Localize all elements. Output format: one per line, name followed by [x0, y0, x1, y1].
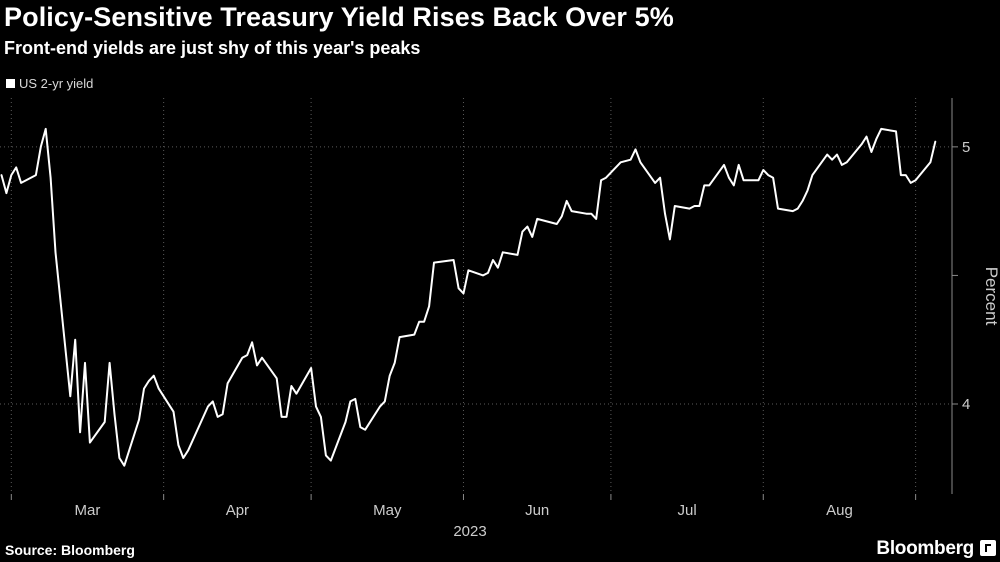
x-tick-label-jul: Jul — [677, 502, 696, 519]
grid — [0, 98, 952, 494]
series-line-us-2-yr-yield — [0, 127, 937, 467]
bloomberg-logo-text: Bloomberg — [876, 538, 974, 559]
legend-swatch — [6, 79, 15, 88]
x-axis: Mar Apr May Jun Jul Aug — [10, 494, 917, 519]
chart-subtitle: Front-end yields are just shy of this ye… — [4, 38, 421, 58]
y-tick-label-5: 5 — [962, 139, 970, 156]
x-tick-label-apr: Apr — [226, 502, 249, 519]
y-axis-label: Percent — [982, 267, 1000, 326]
legend-label: US 2-yr yield — [19, 76, 94, 91]
x-tick-label-may: May — [373, 502, 402, 519]
x-axis-year-label: 2023 — [453, 523, 486, 540]
y-tick-label-4: 4 — [962, 396, 970, 413]
x-tick-label-jun: Jun — [525, 502, 549, 519]
source-note: Source: Bloomberg — [5, 542, 135, 558]
x-tick-label-aug: Aug — [826, 502, 853, 519]
chart-legend: US 2-yr yield — [6, 76, 93, 91]
x-tick-label-mar: Mar — [75, 502, 101, 519]
bloomberg-terminal-icon — [980, 540, 996, 556]
y-axis: 45 — [952, 139, 970, 413]
chart-title: Policy-Sensitive Treasury Yield Rises Ba… — [4, 2, 674, 32]
